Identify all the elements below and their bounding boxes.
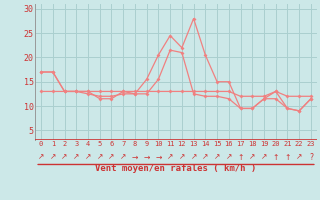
Text: ↗: ↗ bbox=[179, 152, 185, 162]
Text: ↗: ↗ bbox=[167, 152, 173, 162]
Text: →: → bbox=[143, 152, 150, 162]
Text: ↗: ↗ bbox=[38, 152, 44, 162]
Text: ↗: ↗ bbox=[85, 152, 91, 162]
Text: ↗: ↗ bbox=[296, 152, 302, 162]
Text: ?: ? bbox=[309, 152, 313, 162]
Text: ↗: ↗ bbox=[73, 152, 79, 162]
Text: ↗: ↗ bbox=[61, 152, 68, 162]
Text: →: → bbox=[132, 152, 138, 162]
Text: ↗: ↗ bbox=[50, 152, 56, 162]
Text: ↑: ↑ bbox=[237, 152, 244, 162]
Text: ↗: ↗ bbox=[108, 152, 115, 162]
Text: ↗: ↗ bbox=[120, 152, 126, 162]
Text: ↗: ↗ bbox=[190, 152, 197, 162]
Text: ↗: ↗ bbox=[214, 152, 220, 162]
Text: →: → bbox=[155, 152, 162, 162]
Text: ↑: ↑ bbox=[284, 152, 291, 162]
Text: ↗: ↗ bbox=[261, 152, 267, 162]
Text: ↑: ↑ bbox=[273, 152, 279, 162]
X-axis label: Vent moyen/en rafales ( km/h ): Vent moyen/en rafales ( km/h ) bbox=[95, 164, 257, 173]
Text: ↗: ↗ bbox=[97, 152, 103, 162]
Text: ↗: ↗ bbox=[249, 152, 255, 162]
Text: ↗: ↗ bbox=[226, 152, 232, 162]
Text: ↗: ↗ bbox=[202, 152, 209, 162]
